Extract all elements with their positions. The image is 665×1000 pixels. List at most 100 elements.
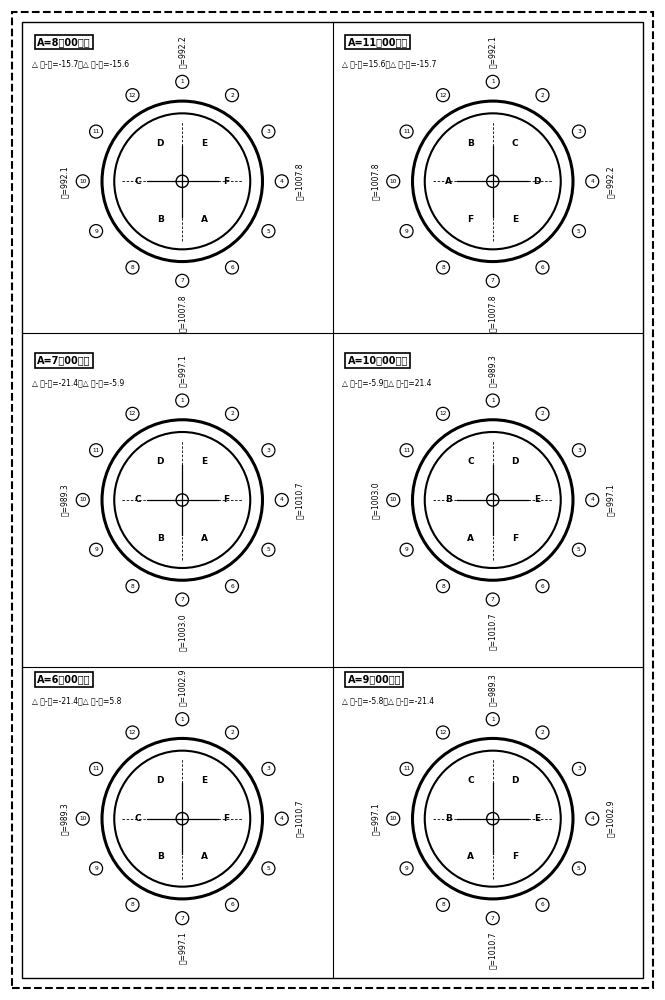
Circle shape xyxy=(436,580,450,593)
Text: 左=989.3: 左=989.3 xyxy=(61,802,69,835)
Text: 下=1003.0: 下=1003.0 xyxy=(178,613,187,651)
Text: 1: 1 xyxy=(180,398,184,403)
Circle shape xyxy=(436,407,450,420)
Text: 11: 11 xyxy=(403,129,410,134)
Text: 12: 12 xyxy=(129,730,136,735)
Circle shape xyxy=(225,898,239,911)
Text: 11: 11 xyxy=(92,766,100,771)
Circle shape xyxy=(126,407,139,420)
Circle shape xyxy=(225,726,239,739)
Text: 9: 9 xyxy=(405,547,408,552)
Circle shape xyxy=(586,493,598,506)
Text: 左=989.3: 左=989.3 xyxy=(61,484,69,516)
Text: 9: 9 xyxy=(94,547,98,552)
Text: 7: 7 xyxy=(180,278,184,283)
Circle shape xyxy=(262,125,275,138)
Text: △ 左-右=15.6；△ 上-下=-15.7: △ 左-右=15.6；△ 上-下=-15.7 xyxy=(342,59,437,68)
Text: C: C xyxy=(467,776,474,785)
Text: A: A xyxy=(201,215,208,224)
Text: 7: 7 xyxy=(180,597,184,602)
Text: F: F xyxy=(467,215,473,224)
Text: C: C xyxy=(135,814,142,823)
Text: 1: 1 xyxy=(491,398,495,403)
Circle shape xyxy=(225,580,239,593)
Circle shape xyxy=(400,225,413,238)
Text: 4: 4 xyxy=(280,179,284,184)
Text: 8: 8 xyxy=(130,584,134,589)
Text: B: B xyxy=(445,495,452,504)
Text: 4: 4 xyxy=(591,179,594,184)
Text: E: E xyxy=(201,776,207,785)
Circle shape xyxy=(536,407,549,420)
Circle shape xyxy=(90,225,102,238)
Text: 10: 10 xyxy=(79,816,86,821)
Circle shape xyxy=(90,762,102,775)
Text: 右=992.2: 右=992.2 xyxy=(606,165,614,198)
Text: 下=1007.8: 下=1007.8 xyxy=(178,294,187,332)
Text: 9: 9 xyxy=(94,229,98,234)
Circle shape xyxy=(400,762,413,775)
Text: 2: 2 xyxy=(541,411,545,416)
Circle shape xyxy=(126,261,139,274)
Text: 1: 1 xyxy=(180,717,184,722)
Text: 2: 2 xyxy=(230,730,234,735)
Text: 左=997.1: 左=997.1 xyxy=(371,802,380,835)
Circle shape xyxy=(486,394,499,407)
Circle shape xyxy=(275,493,288,506)
Text: 上=1002.9: 上=1002.9 xyxy=(178,668,187,706)
Circle shape xyxy=(573,862,585,875)
Text: 4: 4 xyxy=(280,816,284,821)
Text: B: B xyxy=(445,814,452,823)
Text: 左=992.1: 左=992.1 xyxy=(61,165,69,198)
Text: 上=997.1: 上=997.1 xyxy=(178,354,187,387)
Text: 6: 6 xyxy=(541,584,545,589)
Text: D: D xyxy=(533,177,541,186)
Circle shape xyxy=(76,812,89,825)
Text: 上=989.3: 上=989.3 xyxy=(488,354,497,387)
Circle shape xyxy=(400,125,413,138)
Text: D: D xyxy=(511,457,519,466)
Text: 2: 2 xyxy=(230,411,234,416)
Text: 1: 1 xyxy=(491,79,495,84)
Text: F: F xyxy=(512,852,518,861)
Text: 8: 8 xyxy=(441,584,445,589)
Text: D: D xyxy=(156,776,164,785)
Text: 右=1010.7: 右=1010.7 xyxy=(295,481,305,519)
Text: E: E xyxy=(201,139,207,148)
Circle shape xyxy=(176,713,189,726)
Text: 12: 12 xyxy=(129,93,136,98)
Text: F: F xyxy=(223,814,229,823)
Circle shape xyxy=(573,225,585,238)
Circle shape xyxy=(400,543,413,556)
Text: △ 左-右=-21.4；△ 上-下=5.8: △ 左-右=-21.4；△ 上-下=5.8 xyxy=(32,697,122,706)
Circle shape xyxy=(400,444,413,457)
Text: 5: 5 xyxy=(267,229,270,234)
Text: A: A xyxy=(445,177,452,186)
Circle shape xyxy=(536,580,549,593)
Circle shape xyxy=(486,912,499,925)
Text: 10: 10 xyxy=(390,179,397,184)
Text: A: A xyxy=(201,852,208,861)
Text: 10: 10 xyxy=(390,497,397,502)
Circle shape xyxy=(126,726,139,739)
Text: B: B xyxy=(157,215,164,224)
Text: 下=1007.8: 下=1007.8 xyxy=(488,294,497,332)
Circle shape xyxy=(573,762,585,775)
Text: C: C xyxy=(467,457,474,466)
Text: C: C xyxy=(135,177,142,186)
Text: 11: 11 xyxy=(92,448,100,453)
Text: 上=992.2: 上=992.2 xyxy=(178,36,187,68)
Circle shape xyxy=(536,89,549,102)
Text: △ 左-右=-15.7；△ 上-下=-15.6: △ 左-右=-15.7；△ 上-下=-15.6 xyxy=(32,59,129,68)
Text: C: C xyxy=(511,139,518,148)
Circle shape xyxy=(586,175,598,188)
Circle shape xyxy=(262,762,275,775)
Text: 左=1003.0: 左=1003.0 xyxy=(371,481,380,519)
Text: F: F xyxy=(223,177,229,186)
Circle shape xyxy=(90,444,102,457)
Text: 8: 8 xyxy=(441,902,445,907)
Text: 3: 3 xyxy=(577,129,581,134)
Text: 11: 11 xyxy=(403,448,410,453)
Circle shape xyxy=(436,898,450,911)
Text: D: D xyxy=(156,139,164,148)
